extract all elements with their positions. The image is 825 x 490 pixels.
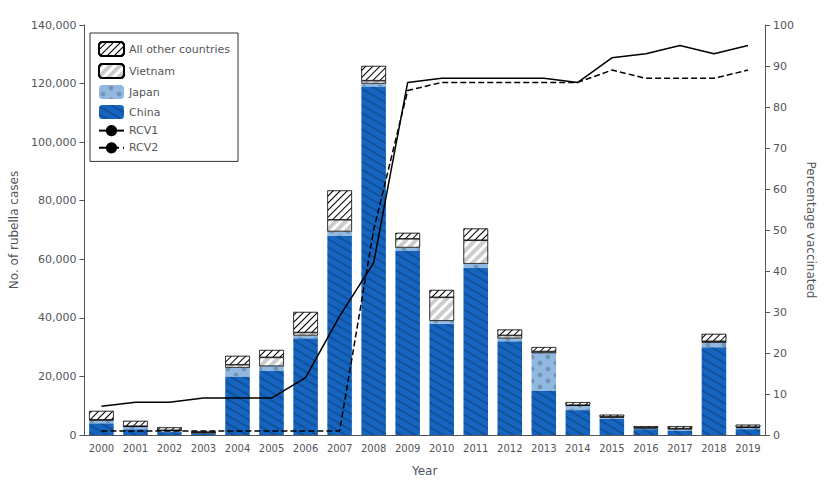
svg-text:2002: 2002: [157, 443, 182, 454]
svg-text:2003: 2003: [191, 443, 216, 454]
svg-text:2008: 2008: [361, 443, 386, 454]
svg-text:Vietnam: Vietnam: [129, 65, 175, 78]
svg-text:2017: 2017: [667, 443, 692, 454]
svg-text:All other countries: All other countries: [129, 43, 230, 56]
svg-text:2011: 2011: [463, 443, 488, 454]
svg-text:50: 50: [773, 224, 787, 237]
svg-text:140,000: 140,000: [31, 19, 77, 32]
svg-text:10: 10: [773, 388, 787, 401]
svg-text:RCV1: RCV1: [129, 124, 158, 137]
svg-text:40,000: 40,000: [38, 311, 77, 324]
svg-text:60,000: 60,000: [38, 253, 77, 266]
svg-text:90: 90: [773, 60, 787, 73]
svg-text:2006: 2006: [293, 443, 318, 454]
svg-text:Year: Year: [411, 464, 437, 478]
svg-text:100: 100: [773, 19, 794, 32]
svg-text:80: 80: [773, 101, 787, 114]
svg-text:120,000: 120,000: [31, 77, 77, 90]
svg-text:2007: 2007: [327, 443, 352, 454]
svg-text:2012: 2012: [497, 443, 522, 454]
svg-text:2015: 2015: [599, 443, 624, 454]
svg-text:2018: 2018: [701, 443, 726, 454]
svg-text:Percentage vaccinated: Percentage vaccinated: [804, 162, 818, 299]
svg-text:100,000: 100,000: [31, 136, 77, 149]
svg-text:0: 0: [773, 429, 780, 442]
svg-text:2016: 2016: [633, 443, 658, 454]
svg-text:2013: 2013: [531, 443, 556, 454]
svg-text:80,000: 80,000: [38, 194, 77, 207]
svg-text:2001: 2001: [123, 443, 148, 454]
svg-text:2000: 2000: [89, 443, 114, 454]
svg-text:60: 60: [773, 183, 787, 196]
svg-text:2014: 2014: [565, 443, 590, 454]
svg-text:0: 0: [69, 429, 76, 442]
svg-text:No. of rubella cases: No. of rubella cases: [7, 171, 21, 289]
svg-text:20,000: 20,000: [38, 370, 77, 383]
svg-text:2009: 2009: [395, 443, 420, 454]
svg-text:30: 30: [773, 306, 787, 319]
svg-text:70: 70: [773, 142, 787, 155]
svg-text:Japan: Japan: [128, 86, 160, 99]
svg-text:2004: 2004: [225, 443, 250, 454]
svg-text:China: China: [129, 106, 160, 119]
svg-text:2005: 2005: [259, 443, 284, 454]
svg-text:2019: 2019: [735, 443, 760, 454]
svg-text:2010: 2010: [429, 443, 454, 454]
svg-text:20: 20: [773, 347, 787, 360]
svg-text:RCV2: RCV2: [129, 141, 158, 154]
svg-text:40: 40: [773, 265, 787, 278]
